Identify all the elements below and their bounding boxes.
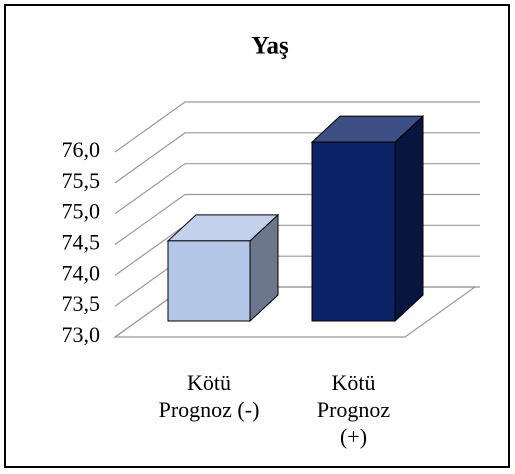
- y-tick-label: 74,5: [62, 230, 101, 255]
- y-tick-label: 75,5: [62, 168, 101, 193]
- y-tick-label: 73,5: [62, 291, 101, 316]
- bar: [167, 240, 251, 322]
- x-tick-label: Kötü: [332, 370, 376, 395]
- bar-side: [394, 115, 424, 323]
- x-tick-label: Kötü: [187, 370, 231, 395]
- chart-title: Yaş: [251, 33, 289, 60]
- x-tick-label: Prognoz (-): [159, 397, 260, 422]
- y-tick-label: 74,0: [62, 260, 101, 285]
- bar: [311, 141, 396, 322]
- grid-line: [114, 101, 480, 153]
- y-tick-label: 75,0: [62, 199, 101, 224]
- x-tick-label: (+): [340, 424, 367, 449]
- y-tick-label: 76,0: [62, 137, 101, 162]
- x-tick-label: Prognoz: [317, 397, 391, 422]
- y-tick-label: 73,0: [62, 322, 101, 347]
